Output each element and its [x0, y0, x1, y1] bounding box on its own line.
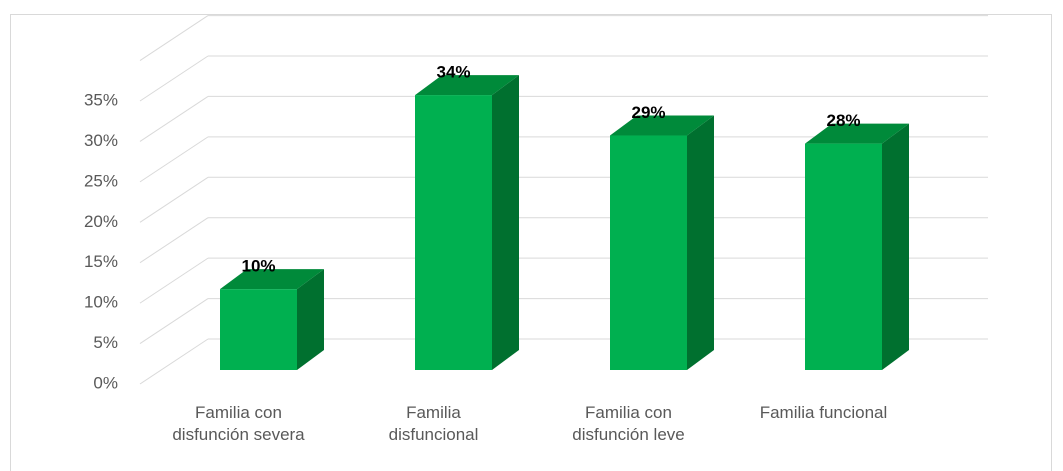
y-tick-label: 35% [84, 90, 118, 109]
grid-line [139, 136, 209, 183]
bar-side [687, 115, 714, 370]
bar [610, 135, 687, 370]
grid-line [139, 176, 209, 223]
y-tick-label: 10% [84, 293, 118, 312]
grid-line [139, 298, 209, 344]
grid-line [139, 257, 209, 304]
grid-line [139, 217, 209, 264]
value-label: 29% [631, 103, 665, 122]
grid-line [139, 96, 209, 142]
grid-line [139, 55, 209, 102]
x-tick-label: Familia funcional [759, 403, 888, 422]
y-tick-label: 20% [84, 212, 118, 231]
grid-top [139, 15, 209, 61]
bar-side [297, 269, 324, 370]
grid-line [139, 338, 209, 385]
bar [805, 143, 882, 370]
bar-side [492, 75, 519, 370]
bar [415, 95, 492, 370]
y-tick-label: 30% [84, 131, 118, 150]
x-tick-label: Familia disfuncional [388, 403, 479, 444]
bar-side [882, 123, 909, 370]
bar-top [610, 115, 714, 136]
chart-border [10, 14, 1052, 471]
bar-top [415, 75, 519, 96]
bar-top [220, 269, 324, 290]
y-tick-label: 25% [84, 171, 118, 190]
value-label: 34% [436, 63, 470, 82]
x-tick-label: Familia con disfunción leve [572, 403, 685, 444]
value-label: 28% [826, 111, 860, 130]
y-tick-label: 0% [93, 373, 118, 392]
y-tick-label: 5% [93, 333, 118, 352]
bar-top [805, 123, 909, 144]
x-tick-label: Familia con disfunción severa [172, 403, 305, 444]
bar [220, 289, 297, 370]
value-label: 10% [241, 257, 275, 276]
y-tick-label: 15% [84, 252, 118, 271]
